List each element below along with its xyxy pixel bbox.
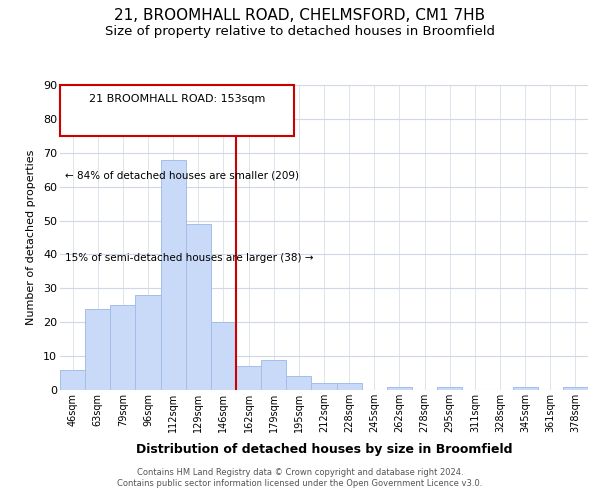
Bar	[337, 383, 362, 390]
Text: 15% of semi-detached houses are larger (38) →: 15% of semi-detached houses are larger (…	[65, 253, 314, 263]
Text: Distribution of detached houses by size in Broomfield: Distribution of detached houses by size …	[136, 442, 512, 456]
Bar	[186, 224, 211, 390]
Text: 21 BROOMHALL ROAD: 153sqm: 21 BROOMHALL ROAD: 153sqm	[89, 94, 265, 104]
Text: Contains HM Land Registry data © Crown copyright and database right 2024.
Contai: Contains HM Land Registry data © Crown c…	[118, 468, 482, 487]
Bar	[85, 308, 110, 390]
Bar	[311, 383, 337, 390]
Bar	[110, 306, 136, 390]
Y-axis label: Number of detached properties: Number of detached properties	[26, 150, 36, 325]
Text: Size of property relative to detached houses in Broomfield: Size of property relative to detached ho…	[105, 25, 495, 38]
Bar	[286, 376, 311, 390]
Bar	[437, 386, 462, 390]
Text: 21, BROOMHALL ROAD, CHELMSFORD, CM1 7HB: 21, BROOMHALL ROAD, CHELMSFORD, CM1 7HB	[115, 8, 485, 22]
Bar	[60, 370, 85, 390]
Bar	[161, 160, 186, 390]
Bar	[563, 386, 588, 390]
FancyBboxPatch shape	[60, 85, 294, 136]
Bar	[261, 360, 286, 390]
Bar	[387, 386, 412, 390]
Text: ← 84% of detached houses are smaller (209): ← 84% of detached houses are smaller (20…	[65, 170, 299, 180]
Bar	[236, 366, 261, 390]
Bar	[211, 322, 236, 390]
Bar	[512, 386, 538, 390]
Bar	[136, 295, 161, 390]
